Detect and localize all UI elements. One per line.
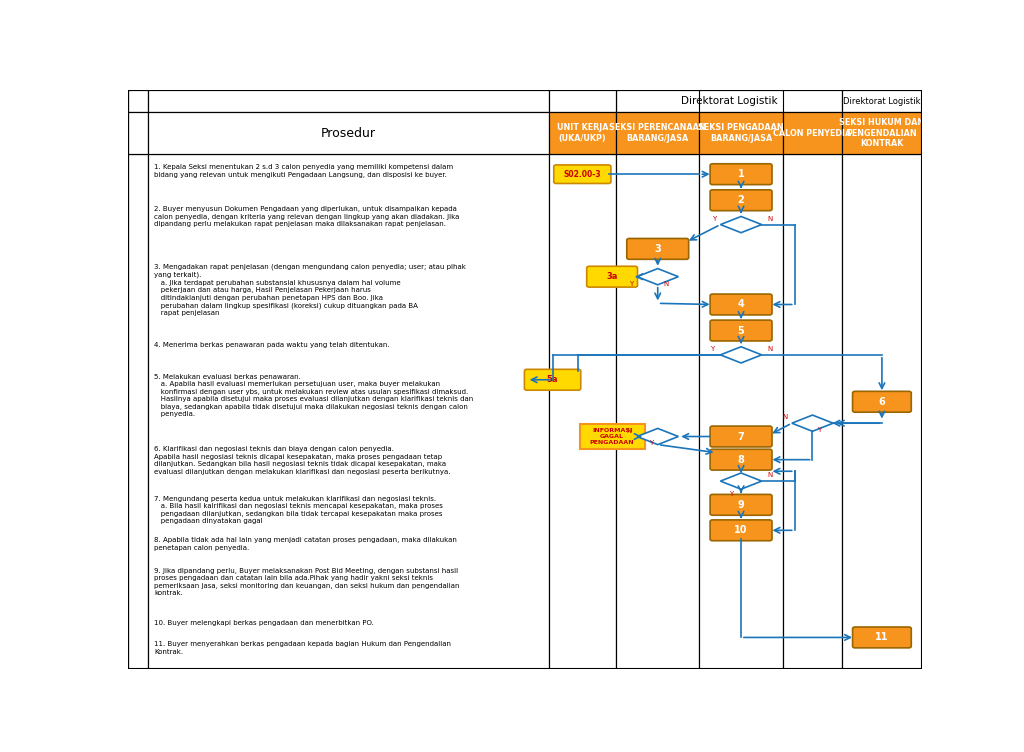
Bar [782,112,842,154]
Text: N: N [767,472,772,478]
Bar [128,90,147,112]
Text: 3: 3 [654,244,662,254]
Text: CALON PENYEDIA: CALON PENYEDIA [773,129,852,138]
Polygon shape [721,217,762,232]
Text: Y: Y [817,427,821,433]
Text: N: N [627,428,632,434]
Text: N: N [767,346,772,352]
Bar [147,154,549,669]
Text: Direktorat Logistik: Direktorat Logistik [681,96,777,106]
Text: SEKSI HUKUM DAN
PENGENDALIAN
KONTRAK: SEKSI HUKUM DAN PENGENDALIAN KONTRAK [840,118,925,148]
FancyBboxPatch shape [627,238,689,259]
Bar [147,112,549,154]
Bar [549,90,616,112]
Bar [580,424,645,449]
Text: 4: 4 [737,299,744,310]
Text: 6. Klarifikasi dan negosiasi teknis dan biaya dengan calon penyedia.
Apabila has: 6. Klarifikasi dan negosiasi teknis dan … [155,447,451,475]
Bar [842,90,922,112]
Text: 11: 11 [876,632,889,642]
Text: Y: Y [729,491,733,497]
Text: 5: 5 [737,326,744,335]
Text: S02.00-3: S02.00-3 [563,170,601,179]
FancyBboxPatch shape [587,266,638,287]
Bar [147,90,549,112]
Bar [616,90,842,112]
Bar [128,154,147,669]
Text: INFORMASI
GAGAL
PENGADAAN: INFORMASI GAGAL PENGADAAN [590,428,635,444]
FancyBboxPatch shape [524,369,581,390]
FancyBboxPatch shape [710,520,772,541]
Bar [128,112,147,154]
Text: 3. Mengadakan rapat penjelasan (dengan mengundang calon penyedia; user; atau pih: 3. Mengadakan rapat penjelasan (dengan m… [155,264,466,317]
Polygon shape [637,268,678,285]
Text: 7: 7 [737,432,744,441]
Polygon shape [721,347,762,363]
Text: UNIT KERJA
(UKA/UKP): UNIT KERJA (UKA/UKP) [557,123,608,143]
FancyBboxPatch shape [710,294,772,315]
Text: 8. Apabila tidak ada hal lain yang menjadi catatan proses pengadaan, maka dilaku: 8. Apabila tidak ada hal lain yang menja… [155,537,457,550]
Bar [616,154,699,669]
Text: Y: Y [629,280,633,287]
Text: SEKSI PENGADAAN
BARANG/JASA: SEKSI PENGADAAN BARANG/JASA [698,123,783,143]
Text: N: N [783,414,788,420]
Text: 9: 9 [737,500,744,510]
Text: SEKSI PERENCANAAN
BARANG/JASA: SEKSI PERENCANAAN BARANG/JASA [609,123,706,143]
Text: Y: Y [711,346,715,352]
Text: 8: 8 [737,455,744,465]
Text: 7. Mengundang peserta kedua untuk melakukan klarifikasi dan negosiasi teknis.
  : 7. Mengundang peserta kedua untuk melaku… [155,496,443,524]
Text: 2: 2 [737,196,744,205]
Text: 10: 10 [734,526,748,535]
FancyBboxPatch shape [710,494,772,515]
Text: 3a: 3a [606,272,617,281]
Polygon shape [721,473,762,490]
FancyBboxPatch shape [710,190,772,211]
Text: 6: 6 [879,397,886,407]
Text: 10. Buyer melengkapi berkas pengadaan dan menerbitkan PO.: 10. Buyer melengkapi berkas pengadaan da… [155,620,374,626]
Text: Direktorat Logistik: Direktorat Logistik [843,97,921,106]
Polygon shape [637,429,678,444]
Text: 11. Buyer menyerahkan berkas pengadaan kepada bagian Hukum dan Pengendalian
Kont: 11. Buyer menyerahkan berkas pengadaan k… [155,641,452,655]
Text: 5. Melakukan evaluasi berkas penawaran.
   a. Apabila hasil evaluasi memerlukan : 5. Melakukan evaluasi berkas penawaran. … [155,374,473,417]
Text: Y: Y [712,216,716,222]
Bar [549,112,616,154]
FancyBboxPatch shape [710,164,772,185]
FancyBboxPatch shape [710,426,772,447]
Text: 4. Menerima berkas penawaran pada waktu yang telah ditentukan.: 4. Menerima berkas penawaran pada waktu … [155,342,390,348]
Bar [842,154,922,669]
FancyBboxPatch shape [554,165,611,183]
Text: 2. Buyer menyusun Dokumen Pengadaan yang diperlukan, untuk disampaikan kepada
ca: 2. Buyer menyusun Dokumen Pengadaan yang… [155,206,460,227]
FancyBboxPatch shape [710,449,772,470]
Text: N: N [767,216,772,222]
Bar [842,112,922,154]
Bar [699,154,782,669]
Polygon shape [792,415,834,432]
FancyBboxPatch shape [853,627,911,648]
Bar [782,154,842,669]
Text: 1: 1 [737,169,744,179]
Bar [699,112,782,154]
Text: 1. Kepala Seksi menentukan 2 s.d 3 calon penyedia yang memiliki kompetensi dalam: 1. Kepala Seksi menentukan 2 s.d 3 calon… [155,165,454,178]
FancyBboxPatch shape [853,391,911,412]
FancyBboxPatch shape [710,320,772,341]
Bar [549,154,616,669]
Text: Y: Y [649,441,653,447]
Text: Prosedur: Prosedur [321,126,376,140]
Text: 5a: 5a [547,375,558,384]
Bar [616,112,699,154]
Text: 9. Jika dipandang perlu, Buyer melaksanakan Post Bid Meeting, dengan substansi h: 9. Jika dipandang perlu, Buyer melaksana… [155,568,460,596]
Text: N: N [663,280,669,287]
